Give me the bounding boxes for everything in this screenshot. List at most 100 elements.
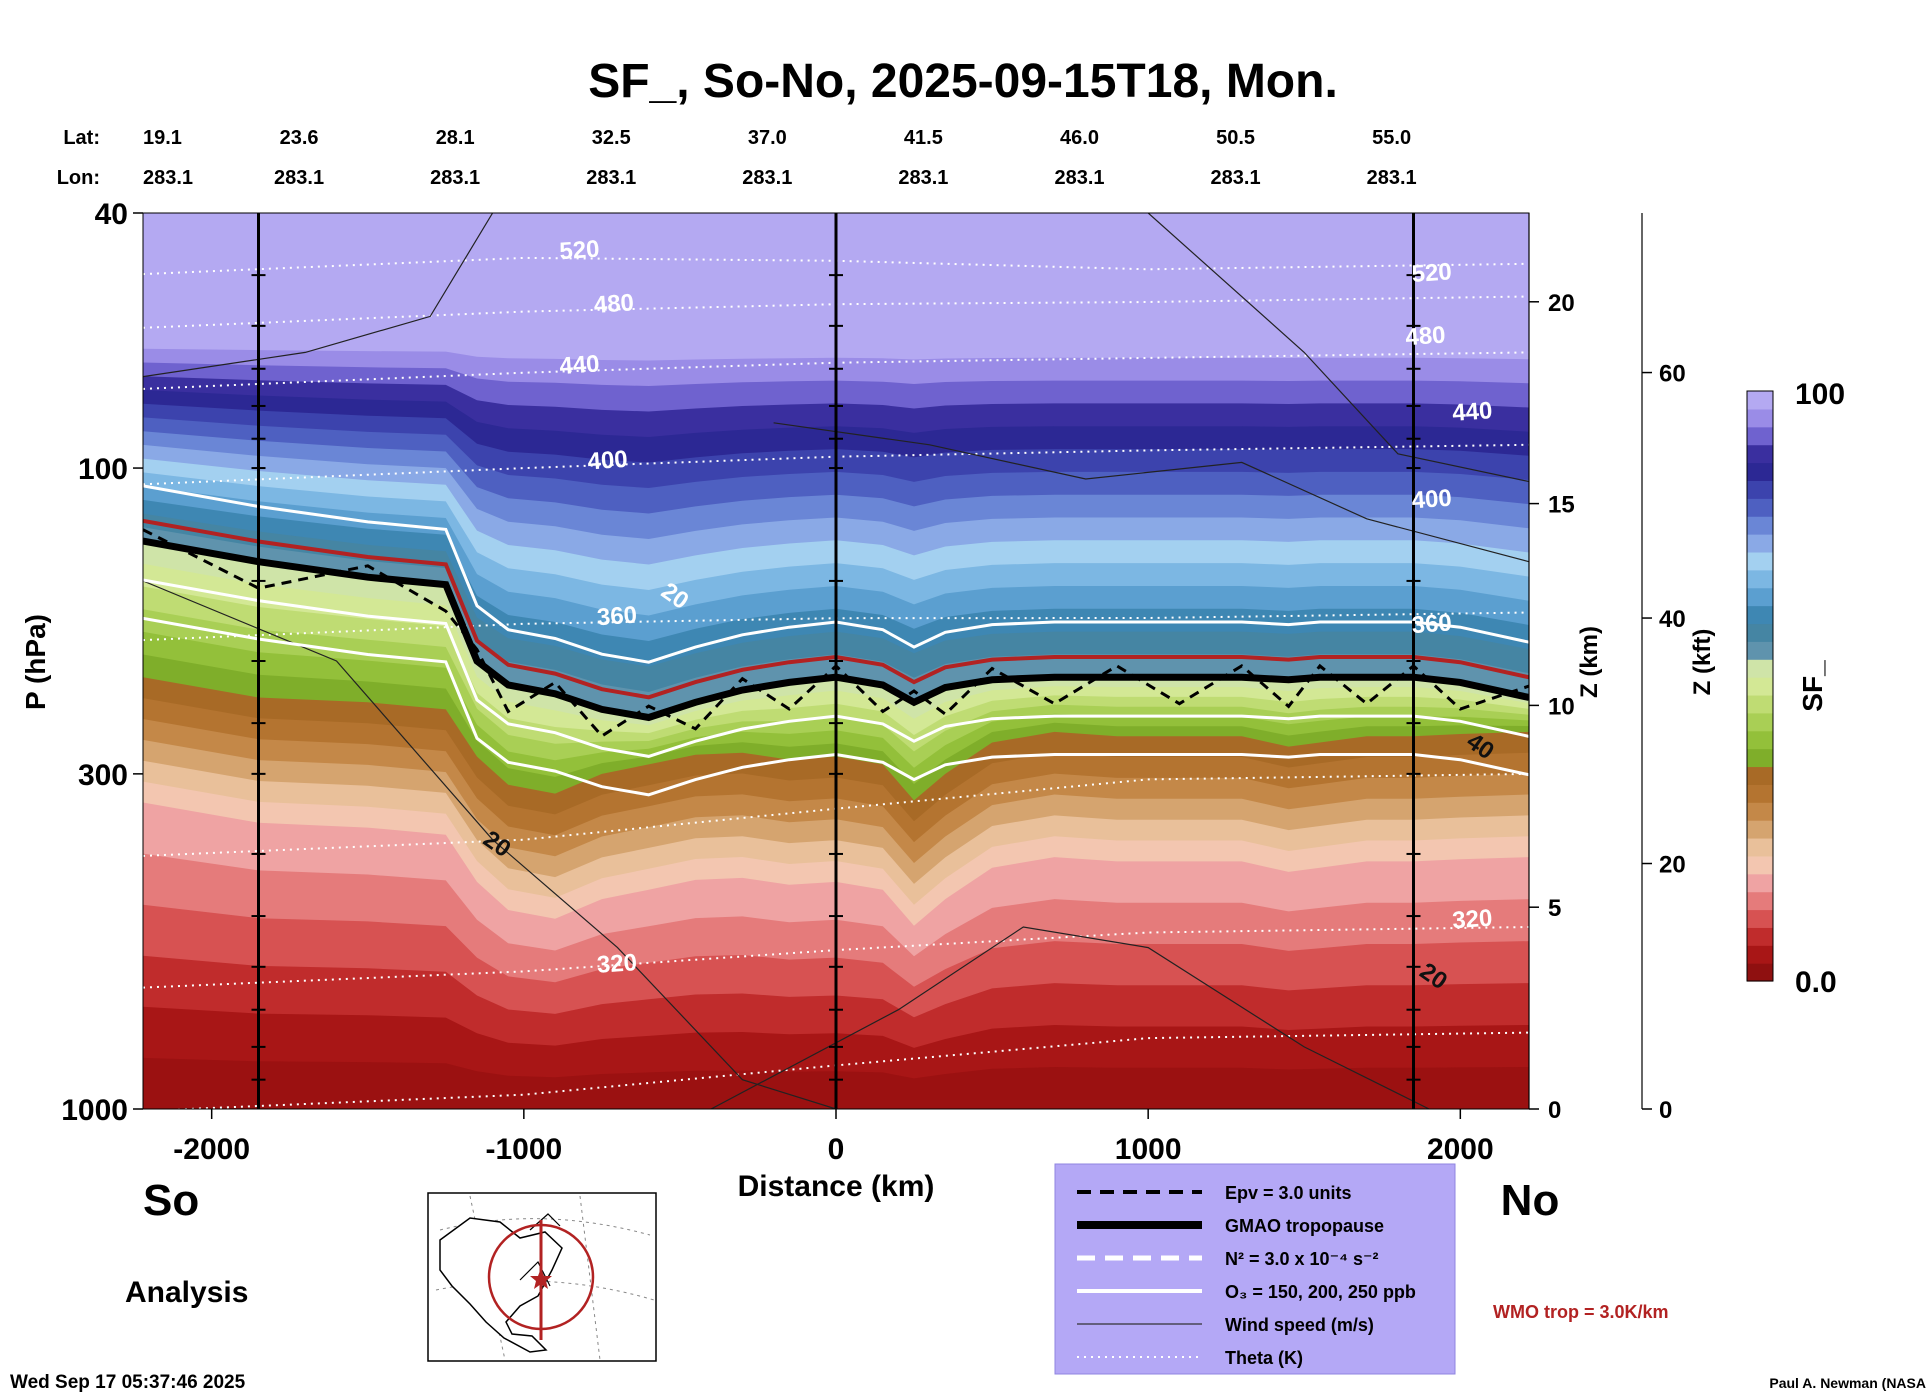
colorbar-segment	[1747, 873, 1773, 893]
contour-label: 320	[596, 949, 638, 979]
lat-row-label: Lat:	[63, 127, 100, 149]
z-kft-axis-label: Z (kft)	[1689, 629, 1716, 696]
contour-label: 400	[1411, 485, 1453, 515]
colorbar-segment	[1747, 766, 1773, 785]
z-km-tick-label: 5	[1548, 895, 1561, 922]
lat-value: 41.5	[904, 127, 943, 149]
lat-value: 23.6	[280, 127, 319, 149]
z-kft-tick-label: 0	[1659, 1097, 1672, 1124]
z-kft-axis: 0 20 40 60 Z (kft)	[1641, 213, 1716, 1124]
legend-label: O₃ = 150, 200, 250 ppb	[1225, 1282, 1416, 1302]
lon-value: 283.1	[586, 167, 636, 189]
colorbar-min-label: 0.0	[1795, 966, 1837, 999]
colorbar-segment	[1747, 569, 1773, 589]
y-tick-label: 100	[78, 453, 128, 486]
colorbar-segment	[1747, 480, 1773, 499]
colorbar-segment	[1747, 444, 1773, 464]
lat-value: 50.5	[1216, 127, 1255, 149]
colorbar-segment	[1747, 891, 1773, 911]
colorbar-segment	[1747, 802, 1773, 821]
colorbar-title: SF_	[1797, 660, 1828, 712]
chart-title: SF_, So-No, 2025-09-15T18, Mon.	[588, 55, 1338, 108]
reference-vertical-lines	[251, 213, 1421, 1109]
colorbar-segment	[1747, 426, 1773, 446]
colorbar-segment	[1747, 659, 1773, 678]
colorbar-segment	[1747, 605, 1773, 625]
lon-value: 283.1	[430, 167, 480, 189]
y-tick-label: 1000	[61, 1094, 128, 1127]
colorbar-segment	[1747, 694, 1773, 714]
colorbar-segment	[1747, 963, 1773, 982]
wind-speed-contour	[710, 926, 1430, 1109]
colorbar-segment	[1747, 587, 1773, 607]
colorbar-segment	[1747, 820, 1773, 839]
locator-map	[427, 1192, 657, 1362]
colorbar-segment	[1747, 408, 1773, 428]
legend-label: Theta (K)	[1225, 1348, 1303, 1368]
contour-label: 360	[596, 601, 638, 631]
z-km-tick-label: 10	[1548, 693, 1575, 720]
lon-value: 283.1	[1054, 167, 1104, 189]
lat-value: 19.1	[143, 127, 182, 149]
colorbar-segment	[1747, 677, 1773, 696]
lon-row-label: Lon:	[57, 167, 100, 189]
colorbar-segment	[1747, 462, 1773, 481]
colorbar-frame	[1746, 390, 1774, 982]
colorbar-segment	[1747, 551, 1773, 571]
x-tick-label: 2000	[1427, 1133, 1494, 1166]
credit-label: Paul A. Newman (NASA	[1769, 1375, 1926, 1391]
x-axis: -2000 -1000 0 1000 2000 Distance (km)	[173, 1109, 1494, 1203]
colorbar-segment	[1747, 516, 1773, 535]
z-kft-tick-label: 40	[1659, 606, 1686, 633]
ozone-contour	[143, 578, 1529, 758]
lat-value: 46.0	[1060, 127, 1099, 149]
lon-value: 283.1	[742, 167, 792, 189]
legend-label: Epv = 3.0 units	[1225, 1183, 1352, 1203]
lat-lon-header: Lat: Lon: 19.1 283.1 23.6 283.1 28.1 283.1 32.5 2…	[57, 127, 1417, 189]
contour-label: 320	[1451, 905, 1493, 935]
lon-value: 283.1	[274, 167, 324, 189]
lat-value: 55.0	[1372, 127, 1411, 149]
wind-speed-contour	[773, 422, 1529, 563]
ozone-contour	[143, 484, 1529, 664]
analysis-label: Analysis	[125, 1276, 248, 1309]
wind-speed-contour	[143, 213, 494, 378]
lon-value: 283.1	[1211, 167, 1261, 189]
lat-value: 32.5	[592, 127, 631, 149]
epv-contour	[143, 528, 1529, 738]
colorbar-segment	[1747, 837, 1773, 857]
north-label: No	[1501, 1176, 1560, 1225]
y-tick-label: 300	[78, 759, 128, 792]
legend-panel: Epv = 3.0 units GMAO tropopause N² = 3.0 x…	[1054, 1163, 1456, 1375]
lat-value: 28.1	[436, 127, 475, 149]
x-tick-label: -1000	[485, 1133, 562, 1166]
z-kft-tick-label: 60	[1659, 361, 1686, 388]
x-tick-label: 0	[828, 1133, 845, 1166]
legend-label: GMAO tropopause	[1225, 1216, 1384, 1236]
colorbar-segment	[1747, 641, 1773, 660]
south-label: So	[143, 1176, 199, 1225]
colorbar-segment	[1747, 909, 1773, 928]
colorbar: 100 0.0 SF_	[1746, 378, 1845, 999]
y-tick-label: 40	[95, 198, 128, 231]
map-coastline-icon	[439, 1217, 563, 1353]
plot-area	[143, 213, 1529, 1109]
colorbar-segment	[1747, 534, 1773, 553]
colorbar-segment	[1747, 784, 1773, 803]
z-kft-tick-label: 20	[1659, 852, 1686, 879]
legend-label: Wind speed (m/s)	[1225, 1315, 1374, 1335]
contour-label: 520	[1411, 258, 1453, 288]
x-tick-label: 1000	[1115, 1133, 1182, 1166]
wmo-tropopause-line	[143, 518, 1529, 700]
z-km-tick-label: 15	[1548, 492, 1575, 519]
contour-label: 480	[593, 289, 635, 319]
z-km-tick-label: 20	[1548, 290, 1575, 317]
colorbar-segment	[1747, 945, 1773, 964]
contour-label: 480	[1405, 321, 1447, 351]
z-km-axis: 0 5 10 15 20 Z (km)	[1528, 213, 1603, 1124]
colorbar-segment	[1747, 730, 1773, 750]
map-center-star-icon	[530, 1268, 552, 1289]
colorbar-segment	[1747, 855, 1773, 875]
colorbar-segment	[1747, 748, 1773, 768]
